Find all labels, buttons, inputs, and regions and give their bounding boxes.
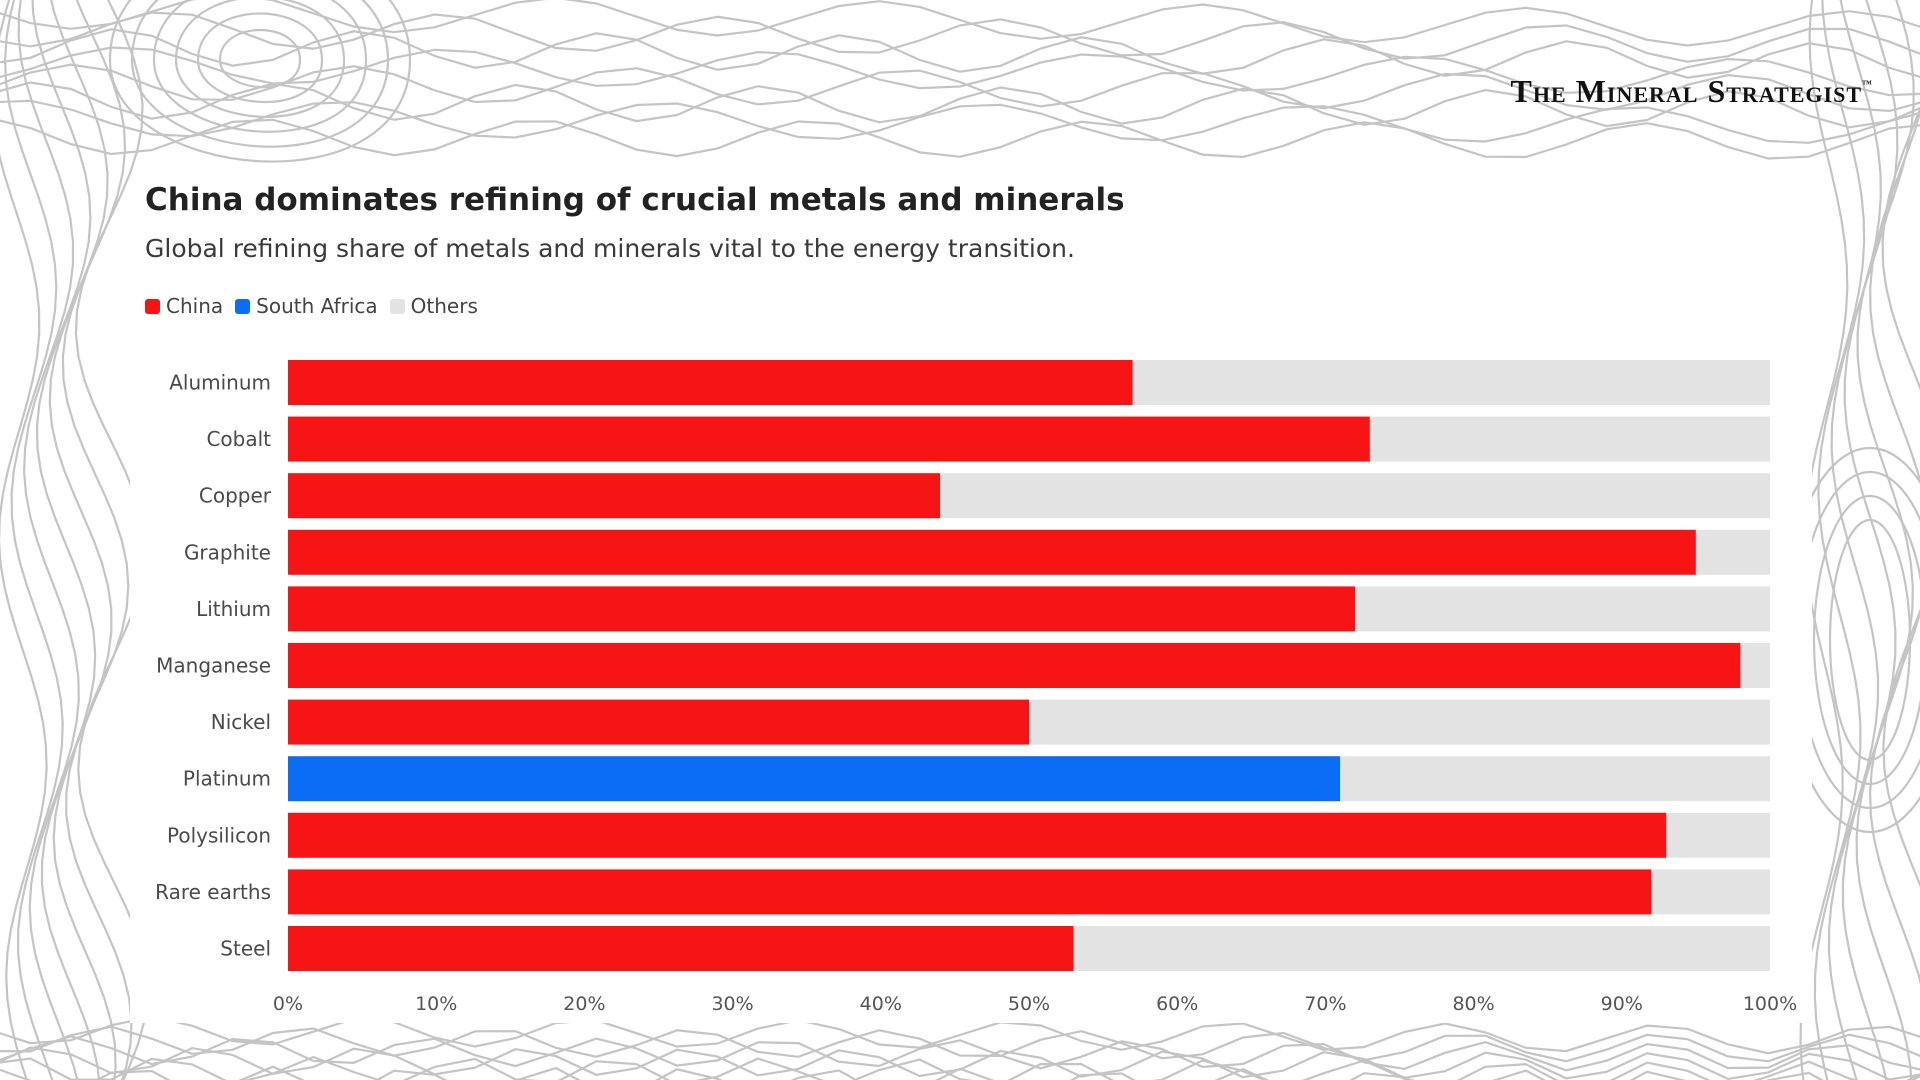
bar-china-steel xyxy=(288,926,1074,971)
x-tick-label: 40% xyxy=(860,993,902,1015)
contour-line xyxy=(0,1035,1920,1072)
category-label-nickel: Nickel xyxy=(211,710,271,734)
bar-others-graphite xyxy=(1695,529,1770,575)
legend-swatch-china xyxy=(145,298,160,314)
contour-line xyxy=(0,28,1920,79)
contour-line xyxy=(1855,0,1915,1080)
bar-others-cobalt xyxy=(1369,416,1770,462)
contour-line xyxy=(1868,108,1920,985)
contour-line xyxy=(1780,446,1920,834)
contour-line xyxy=(0,0,1920,47)
bar-others-manganese xyxy=(1740,643,1770,688)
contour-line xyxy=(0,1065,1920,1080)
legend-item-south-africa: South Africa xyxy=(235,294,378,318)
legend-swatch-south-africa xyxy=(235,298,251,314)
category-label-lithium: Lithium xyxy=(196,597,271,621)
x-tick-label: 10% xyxy=(415,993,457,1015)
contour-line xyxy=(1813,0,1866,1080)
contour-line xyxy=(174,0,346,118)
contour-line xyxy=(0,1025,1920,1063)
bar-others-polysilicon xyxy=(1666,812,1770,858)
bar-china-nickel xyxy=(288,699,1029,745)
category-label-platinum: Platinum xyxy=(183,767,271,791)
chart-title: China dominates refining of crucial meta… xyxy=(145,182,1125,218)
legend-item-others: Others xyxy=(389,294,478,318)
bar-china-graphite xyxy=(288,529,1696,575)
contour-line xyxy=(0,0,48,1080)
x-tick-label: 60% xyxy=(1156,993,1198,1015)
bar-china-lithium xyxy=(288,586,1355,632)
chart-subtitle: Global refining share of metals and mine… xyxy=(145,234,1075,263)
category-label-graphite: Graphite xyxy=(184,540,271,564)
bar-others-nickel xyxy=(1029,699,1770,745)
x-tick-label: 100% xyxy=(1743,993,1797,1015)
bar-others-rare-earths xyxy=(1651,869,1770,915)
chart-legend: China South Africa Others xyxy=(145,294,490,318)
bar-others-platinum xyxy=(1340,756,1770,802)
category-label-manganese: Manganese xyxy=(156,654,271,678)
contour-line xyxy=(0,99,1920,144)
brand-logo: The Mineral Strategist™ xyxy=(1511,73,1873,110)
trademark-symbol: ™ xyxy=(1862,79,1873,90)
contour-line xyxy=(196,12,324,103)
bar-others-copper xyxy=(940,473,1770,519)
bar-south-africa-platinum xyxy=(288,756,1341,802)
legend-label-south-africa: South Africa xyxy=(256,294,378,318)
legend-label-others: Others xyxy=(410,294,478,318)
category-label-cobalt: Cobalt xyxy=(206,427,271,451)
brand-name: The Mineral Strategist xyxy=(1510,73,1862,109)
category-label-steel: Steel xyxy=(220,937,271,961)
contour-line xyxy=(152,0,368,133)
contour-line xyxy=(0,118,1920,160)
contour-line xyxy=(130,0,390,148)
bar-china-cobalt xyxy=(288,416,1370,462)
bar-china-aluminum xyxy=(288,360,1133,405)
x-tick-label: 80% xyxy=(1452,993,1494,1015)
category-label-aluminum: Aluminum xyxy=(169,371,271,395)
bar-others-steel xyxy=(1073,926,1770,971)
x-tick-label: 0% xyxy=(273,993,303,1015)
contour-line xyxy=(3,0,64,1080)
bar-china-rare-earths xyxy=(288,869,1652,915)
contour-line xyxy=(0,1055,1920,1080)
contour-line xyxy=(17,0,80,1080)
contour-line xyxy=(108,0,412,163)
contour-line xyxy=(1796,470,1920,810)
legend-swatch-others xyxy=(389,298,405,314)
contour-line xyxy=(1881,106,1920,888)
contour-line xyxy=(1812,494,1920,786)
contour-line xyxy=(61,0,133,1080)
category-label-polysilicon: Polysilicon xyxy=(167,823,271,847)
contour-line xyxy=(48,0,117,1080)
bar-china-copper xyxy=(288,473,941,519)
contour-line xyxy=(1828,518,1912,762)
bar-china-manganese xyxy=(288,643,1741,688)
x-tick-label: 20% xyxy=(563,993,605,1015)
legend-item-china: China xyxy=(145,294,223,318)
x-tick-label: 70% xyxy=(1304,993,1346,1015)
bar-others-aluminum xyxy=(1132,360,1770,405)
bar-china-polysilicon xyxy=(288,812,1667,858)
category-label-rare-earths: Rare earths xyxy=(155,880,271,904)
contour-line xyxy=(0,46,1920,97)
x-tick-label: 90% xyxy=(1601,993,1643,1015)
contour-line xyxy=(0,81,1920,129)
category-label-copper: Copper xyxy=(199,484,272,508)
x-tick-label: 30% xyxy=(711,993,753,1015)
contour-line xyxy=(0,1015,1920,1055)
contour-line xyxy=(0,11,1920,63)
bar-others-lithium xyxy=(1355,586,1770,632)
contour-line xyxy=(31,0,101,1080)
legend-label-china: China xyxy=(166,294,224,318)
contour-line xyxy=(218,29,302,89)
x-tick-label: 50% xyxy=(1008,993,1050,1015)
